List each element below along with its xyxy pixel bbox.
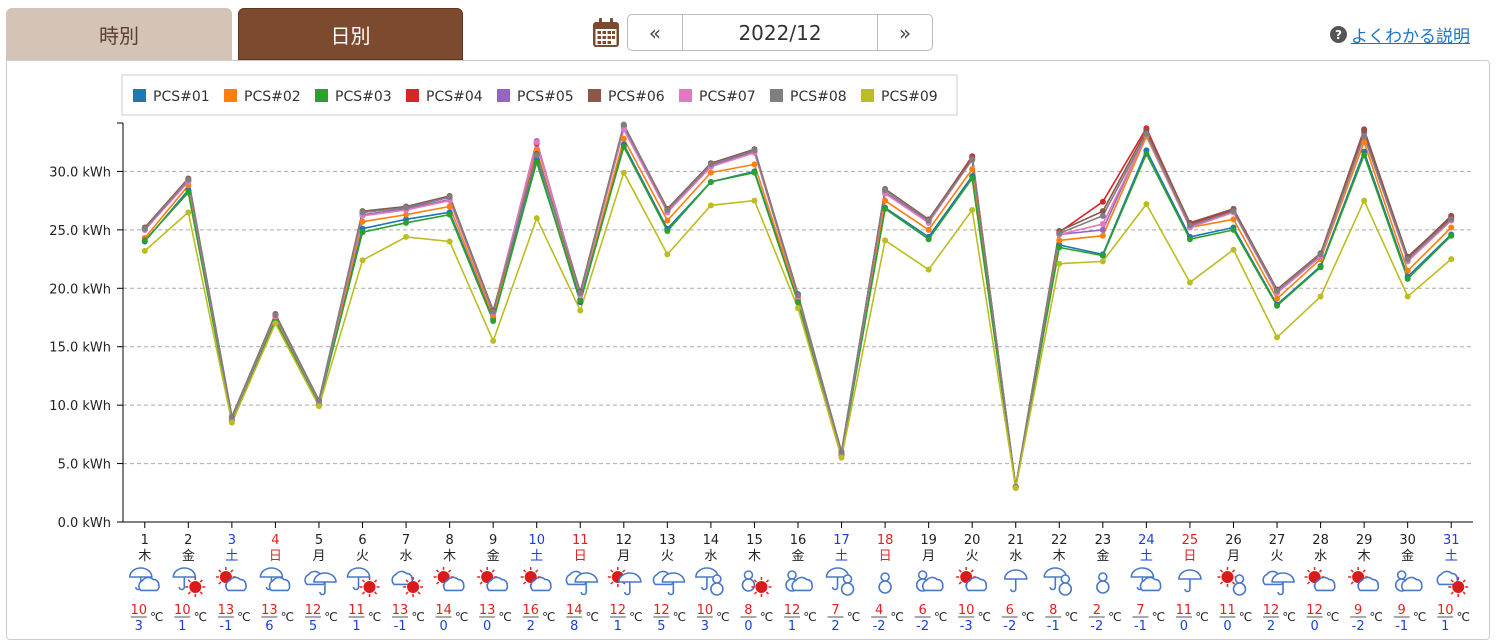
current-month: 2022/12 bbox=[682, 15, 878, 50]
question-icon: ? bbox=[1330, 26, 1347, 43]
tab-daily[interactable]: 日別 bbox=[238, 8, 463, 60]
next-month-button[interactable]: » bbox=[898, 20, 912, 45]
month-navigator: « 2022/12 » bbox=[627, 14, 933, 51]
help-link[interactable]: よくわかる説明 bbox=[1351, 27, 1470, 47]
tab-hourly[interactable]: 時別 bbox=[6, 8, 232, 60]
prev-month-button[interactable]: « bbox=[648, 20, 662, 45]
tab-daily-label: 日別 bbox=[330, 23, 371, 48]
calendar-icon[interactable] bbox=[591, 17, 621, 49]
help: ? よくわかる説明 bbox=[1330, 22, 1470, 47]
tab-hourly-label: 時別 bbox=[99, 23, 139, 48]
chart-panel bbox=[6, 60, 1490, 640]
